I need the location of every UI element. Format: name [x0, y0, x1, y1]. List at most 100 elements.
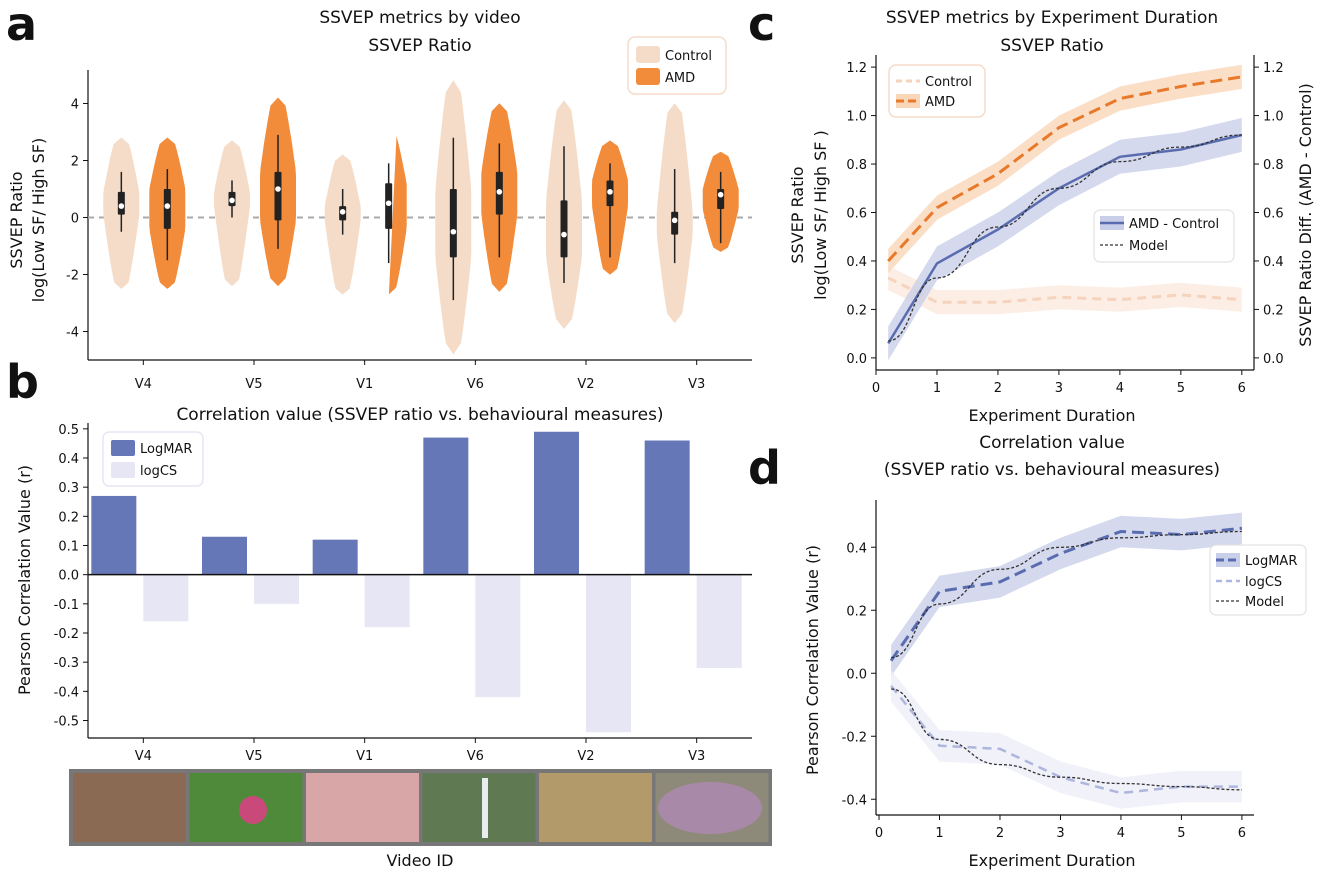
x-tick-label: V2 [577, 749, 594, 764]
legend-label-amd: AMD [925, 95, 955, 110]
violin-median [229, 197, 235, 204]
y-tick-label: 0.4 [846, 541, 867, 556]
panel-b-chart: Correlation value (SSVEP ratio vs. behav… [15, 405, 772, 870]
y-tick-label: 0.3 [58, 481, 79, 496]
x-tick-label: 1 [933, 381, 941, 396]
x-tick-label: 6 [1238, 381, 1246, 396]
line-amd [887, 75, 1243, 263]
y-tick-label-right: 1.0 [1263, 110, 1284, 125]
x-tick-label: 0 [875, 826, 883, 841]
violin-iqr-box [274, 171, 282, 221]
y-tick-label: 0 [71, 212, 79, 227]
violin-median [164, 203, 171, 209]
y-axis-label: SSVEP Ratio [7, 171, 26, 268]
y-tick-label-right: 0.8 [1263, 158, 1284, 173]
violin-median [450, 228, 457, 235]
y-tick-label: 0.4 [58, 452, 79, 467]
y-axis-label: Pearson Correlation Value (r) [803, 545, 822, 775]
violin-median [607, 189, 613, 195]
legend-label-model: Model [1245, 595, 1284, 610]
x-tick-label: 2 [994, 381, 1002, 396]
violin-median [717, 191, 724, 198]
thumbnail-frame [69, 769, 772, 846]
x-tick-label: V4 [135, 377, 152, 392]
panel-c-title: SSVEP metrics by Experiment Duration [886, 8, 1218, 28]
y-tick-label: 0.5 [58, 423, 79, 438]
y-tick-label-right: 1.2 [1263, 61, 1284, 76]
panel-a-title: SSVEP metrics by video [319, 8, 520, 28]
violin-median [496, 189, 503, 195]
y-tick-label: 0.0 [846, 667, 867, 682]
legend-label-logmar: LogMAR [140, 442, 192, 457]
violin-median [561, 231, 567, 238]
bar-logcs [254, 574, 299, 604]
legend-label-amd: AMD [665, 71, 695, 86]
thumbnail-v1 [306, 773, 419, 842]
legend-label-control: Control [925, 75, 972, 90]
y-tick-label: 0.6 [846, 207, 867, 222]
violin-median [385, 200, 392, 207]
y-tick-label: -0.5 [54, 715, 79, 730]
x-tick-label: 4 [1116, 381, 1124, 396]
legend-label-logcs: logCS [1245, 575, 1282, 590]
violin-iqr-box [449, 189, 457, 258]
panel-b-title: Correlation value (SSVEP ratio vs. behav… [176, 405, 663, 425]
y-tick-label: -0.2 [54, 627, 79, 642]
x-axis-label: Experiment Duration [968, 851, 1135, 870]
bar-logcs [143, 574, 189, 622]
x-tick-label: V4 [135, 749, 152, 764]
x-axis-label: Video ID [387, 851, 454, 870]
x-tick-label: 4 [1117, 826, 1125, 841]
legend-label-logcs: logCS [140, 464, 177, 479]
bar-logmar [312, 539, 358, 575]
y-tick-label: -2 [66, 269, 79, 284]
x-tick-label: V5 [245, 377, 262, 392]
y-tick-label-right: 0.6 [1263, 207, 1284, 222]
panel-d-subtitle: (SSVEP ratio vs. behavioural measures) [884, 460, 1220, 480]
y-axis-label: log(Low SF/ High SF) [29, 138, 48, 303]
x-tick-label: V5 [245, 749, 262, 764]
thumbnail-decoration [658, 782, 762, 834]
x-tick-label: 6 [1238, 826, 1246, 841]
x-tick-label: 3 [1055, 381, 1063, 396]
line-model [891, 530, 1242, 659]
legend-box [1093, 209, 1235, 263]
y-tick-label: 0.0 [58, 569, 79, 584]
violin-iqr-box [117, 191, 125, 215]
violin-median [339, 209, 346, 215]
x-tick-label: V6 [467, 377, 484, 392]
panel-label-a: a [6, 0, 37, 51]
y-tick-label: 0.2 [846, 604, 867, 619]
x-tick-label: 1 [935, 826, 943, 841]
bar-logcs [475, 574, 521, 698]
y-tick-label: 0.0 [846, 352, 867, 367]
y-axis-label-right: SSVEP Ratio Diff. (AMD - Control) [1296, 83, 1315, 347]
bar-logmar [202, 536, 247, 575]
panel-c-subtitle: SSVEP Ratio [1000, 36, 1103, 56]
video-thumbnail-strip [69, 769, 772, 846]
y-tick-label-right: 0.0 [1263, 352, 1284, 367]
violin-median [275, 186, 281, 192]
panel-a-chart: SSVEP metrics by video SSVEP Ratio -4 -2 0 2 4… [7, 8, 752, 392]
legend-swatch-logcs [111, 462, 135, 478]
y-axis-label: SSVEP Ratio [788, 166, 807, 263]
bar-logmar [91, 495, 137, 575]
x-tick-label: 2 [996, 826, 1004, 841]
x-tick-label: V1 [356, 749, 373, 764]
y-axis-label: Pearson Correlation Value (r) [15, 465, 34, 695]
x-tick-label: V6 [467, 749, 484, 764]
y-tick-label: 1.0 [846, 110, 867, 125]
x-tick-label: 5 [1177, 381, 1185, 396]
violin-median [671, 217, 678, 224]
legend-label-logmar: LogMAR [1245, 554, 1297, 569]
violin-amd [388, 136, 407, 295]
violin-iqr-box [671, 211, 679, 235]
panel-label-d: d [748, 441, 781, 495]
y-tick-label: 0.1 [58, 540, 79, 555]
thumbnail-v4 [73, 773, 186, 842]
y-tick-label: -0.4 [54, 685, 79, 700]
violin-iqr-box [163, 189, 171, 229]
panel-d-chart: Correlation value (SSVEP ratio vs. behavi… [803, 433, 1307, 870]
bar-logcs [364, 574, 410, 628]
